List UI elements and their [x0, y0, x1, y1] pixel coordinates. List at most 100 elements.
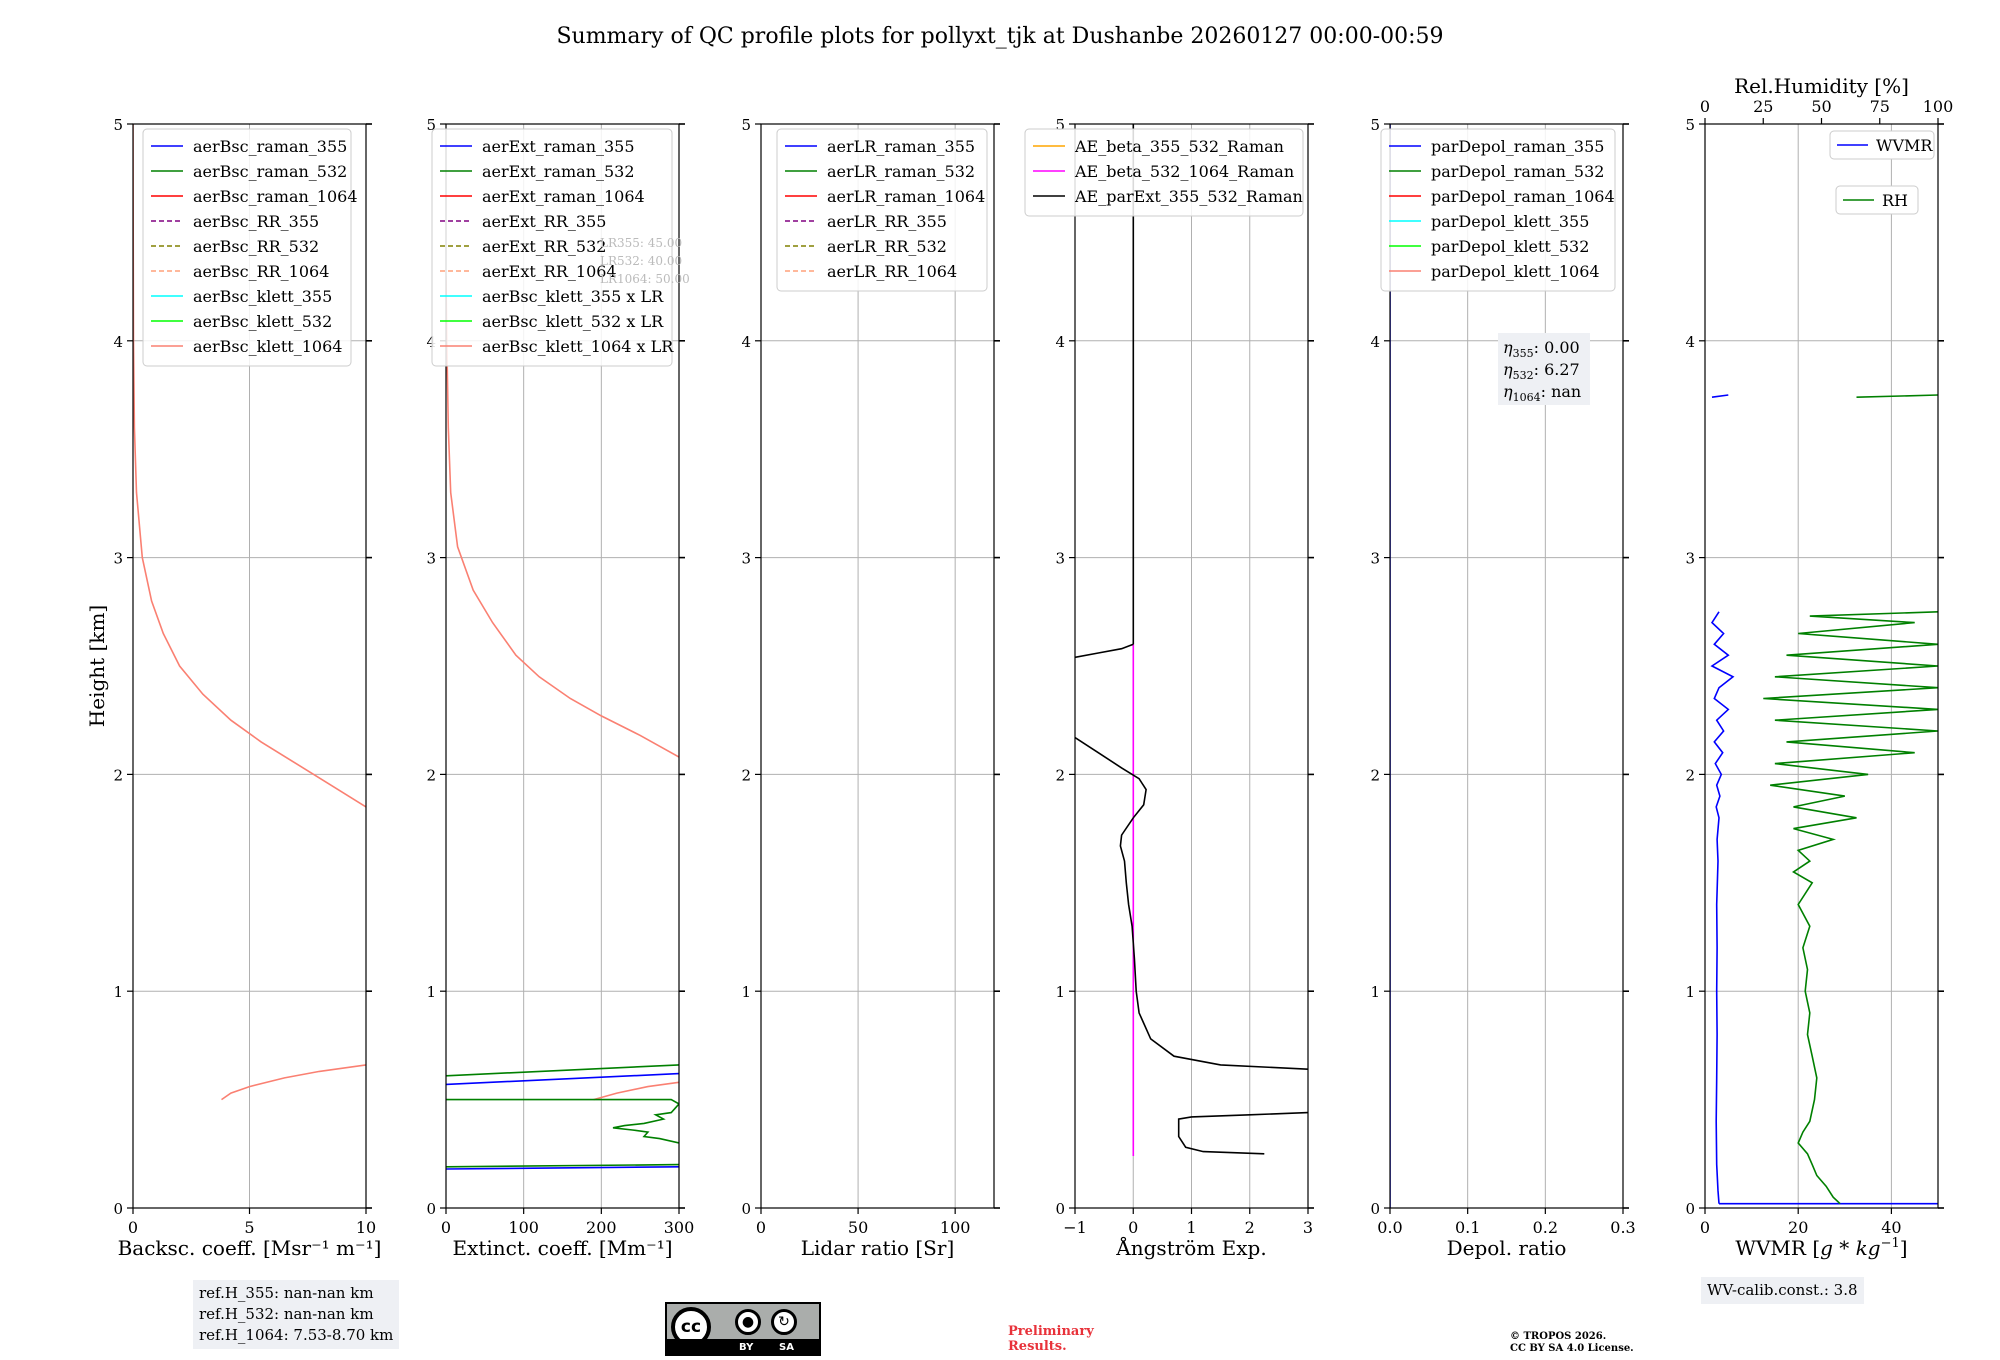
- legend-label: aerLR_raman_1064: [827, 187, 985, 206]
- x-tick-label: 0.0: [1377, 1218, 1402, 1237]
- y-tick-label: 3: [113, 550, 123, 568]
- y-tick-label: 5: [426, 116, 436, 134]
- subplot-depol: 0 1 2 3 4 5 0.0 0.1 0.2 0.3 Depol. ratio parDepol_r…: [1370, 116, 1635, 1260]
- eta-symbol: η: [1503, 382, 1513, 401]
- share-alike-icon: ↻: [771, 1309, 797, 1335]
- x-tick-label: 0.1: [1455, 1218, 1480, 1237]
- series-line: [1075, 643, 1134, 659]
- legend-label: aerLR_RR_355: [827, 212, 947, 231]
- legend-label: parDepol_raman_532: [1431, 162, 1604, 181]
- legend-label: aerExt_raman_355: [482, 137, 635, 156]
- y-tick-label: 5: [1055, 116, 1065, 134]
- legend-label: parDepol_klett_532: [1431, 237, 1589, 256]
- x-axis-label-part: *: [1833, 1236, 1856, 1260]
- x-tick-label: 300: [664, 1218, 695, 1237]
- x-axis-label-part: ]: [1900, 1236, 1908, 1260]
- series-group: [133, 124, 366, 1101]
- refh-1064: ref.H_1064: 7.53-8.70 km: [199, 1326, 394, 1344]
- x-axis-label: Extinct. coeff. [Mm⁻¹]: [452, 1236, 672, 1260]
- y-tick-label: 2: [1685, 766, 1695, 784]
- x-tick-label: 0.3: [1610, 1218, 1635, 1237]
- legend-label: aerBsc_klett_355 x LR: [482, 287, 664, 306]
- x-axis-label-part: kg: [1856, 1236, 1881, 1260]
- x-axis-label: Depol. ratio: [1447, 1236, 1567, 1260]
- reference-height-box: ref.H_355: nan-nan km ref.H_532: nan-nan…: [193, 1280, 400, 1349]
- axes-frame: [1389, 123, 1624, 1209]
- eta-value: : nan: [1541, 382, 1582, 401]
- refh-355: ref.H_355: nan-nan km: [199, 1284, 374, 1302]
- x-axis-label: Lidar ratio [Sr]: [801, 1236, 955, 1260]
- cc-sa-label: SA: [779, 1342, 794, 1353]
- legend-label: aerLR_RR_1064: [827, 262, 957, 281]
- x-tick-label: 0: [1128, 1218, 1138, 1237]
- y-tick-label: 1: [1685, 983, 1695, 1001]
- copyright-line-1: © TROPOS 2026.: [1510, 1331, 1607, 1342]
- y-tick-label: 0: [113, 1200, 123, 1218]
- legend-label: aerBsc_klett_1064 x LR: [482, 337, 674, 356]
- legend-label: aerBsc_RR_1064: [193, 262, 329, 281]
- y-tick-label: 0: [1685, 1200, 1695, 1218]
- series-line: [446, 275, 679, 758]
- wv-calib-text: WV-calib.const.: 3.8: [1707, 1281, 1858, 1299]
- axes-frame: [760, 123, 995, 1209]
- legend-box-wvmr: [1829, 130, 1935, 160]
- x-tick-label: 100: [940, 1218, 971, 1237]
- preliminary-note: Preliminary Results.: [1008, 1324, 1094, 1354]
- wv-calib-box: WV-calib.const.: 3.8: [1701, 1277, 1864, 1304]
- legend-label: AE_beta_532_1064_Raman: [1074, 162, 1294, 181]
- x-tick-label: 5: [244, 1218, 254, 1237]
- series-line: [1710, 611, 1735, 1204]
- y-tick-label: 1: [741, 983, 751, 1001]
- y-tick-label: 2: [426, 766, 436, 784]
- legend-label: aerExt_RR_532: [482, 237, 606, 256]
- x-axis-label-part: g: [1820, 1236, 1833, 1260]
- eta-value: : 6.27: [1534, 360, 1580, 379]
- legend-label: aerLR_raman_532: [827, 162, 975, 181]
- y-tick-label: 5: [1370, 116, 1380, 134]
- eta-line: η532: 6.27: [1503, 360, 1580, 382]
- copyright-note: © TROPOS 2026. CC BY SA 4.0 License.: [1510, 1331, 1634, 1355]
- y-tick-label: 4: [741, 333, 751, 351]
- eta-line: η1064: nan: [1503, 382, 1581, 404]
- y-tick-label: 5: [741, 116, 751, 134]
- refh-532: ref.H_532: nan-nan km: [199, 1305, 374, 1323]
- legend-box: [142, 128, 352, 367]
- x-tick-label: 10: [356, 1218, 376, 1237]
- legend-label: aerExt_raman_1064: [482, 187, 645, 206]
- cc-by-label: BY: [739, 1342, 754, 1353]
- eta-line: η355: 0.00: [1503, 338, 1580, 360]
- eta-symbol: η: [1503, 338, 1513, 357]
- y-tick-label: 2: [1370, 766, 1380, 784]
- y-tick-label: 3: [741, 550, 751, 568]
- top-x-axis-label: Rel.Humidity [%]: [1734, 74, 1909, 98]
- x-tick-label: 50: [848, 1218, 868, 1237]
- series-line: [1177, 1111, 1308, 1155]
- x-tick-label: 20: [1788, 1218, 1808, 1237]
- y-tick-label: 2: [1055, 766, 1065, 784]
- y-tick-label: 4: [1685, 333, 1695, 351]
- eta-sub: 532: [1513, 369, 1534, 382]
- x-tick-label: 0.2: [1533, 1218, 1558, 1237]
- y-tick-label: 2: [741, 766, 751, 784]
- x-tick-label: 40: [1881, 1218, 1901, 1237]
- y-tick-label: 4: [1055, 333, 1065, 351]
- legend-label: AE_parExt_355_532_Raman: [1074, 187, 1303, 206]
- legend-box: [431, 128, 673, 367]
- legend-label: aerExt_RR_355: [482, 212, 606, 231]
- lr-note: LR532: 40.00: [600, 254, 682, 268]
- eta-symbol: η: [1503, 360, 1513, 379]
- y-tick-label: 3: [1055, 550, 1065, 568]
- x-axis-label: Ångström Exp.: [1115, 1235, 1266, 1260]
- eta-box: [1498, 333, 1590, 405]
- x-tick-label: 1: [1186, 1218, 1196, 1237]
- series-group: [446, 275, 679, 1170]
- series-line: [1763, 611, 1938, 1205]
- legend-label: aerBsc_RR_532: [193, 237, 319, 256]
- series-line: [1856, 394, 1938, 398]
- top-x-tick-label: 50: [1811, 97, 1831, 116]
- legend-box: [1024, 128, 1304, 217]
